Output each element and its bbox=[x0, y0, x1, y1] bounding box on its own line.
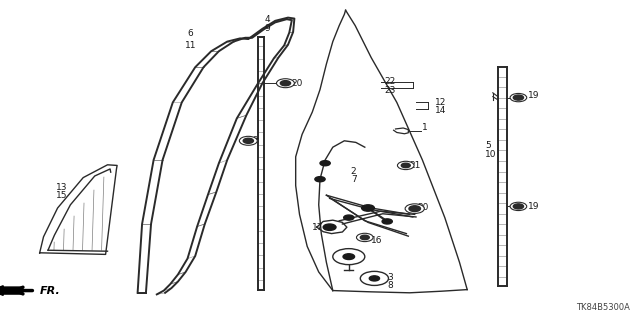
Text: 2: 2 bbox=[351, 167, 356, 176]
Circle shape bbox=[360, 271, 388, 285]
Text: 6: 6 bbox=[188, 29, 193, 38]
Text: 23: 23 bbox=[384, 86, 396, 95]
Circle shape bbox=[401, 163, 410, 168]
Circle shape bbox=[513, 95, 524, 100]
Circle shape bbox=[513, 204, 524, 209]
Circle shape bbox=[405, 204, 424, 213]
Text: 19: 19 bbox=[528, 92, 540, 100]
Text: 19: 19 bbox=[528, 202, 540, 211]
Circle shape bbox=[362, 205, 374, 211]
Text: 1: 1 bbox=[422, 124, 428, 132]
Text: 10: 10 bbox=[485, 150, 497, 159]
Circle shape bbox=[510, 93, 527, 102]
Circle shape bbox=[280, 81, 291, 86]
Circle shape bbox=[323, 224, 336, 230]
Circle shape bbox=[369, 276, 380, 281]
Text: 16: 16 bbox=[371, 236, 383, 245]
Circle shape bbox=[333, 249, 365, 265]
Circle shape bbox=[243, 138, 253, 143]
Text: 9: 9 bbox=[265, 24, 270, 33]
Text: 20: 20 bbox=[417, 204, 429, 212]
Circle shape bbox=[320, 161, 330, 166]
Text: 11: 11 bbox=[185, 41, 196, 50]
Text: 8: 8 bbox=[387, 281, 393, 290]
Circle shape bbox=[276, 79, 294, 88]
Text: 19: 19 bbox=[248, 136, 260, 145]
Text: FR.: FR. bbox=[40, 286, 60, 296]
Text: TK84B5300A: TK84B5300A bbox=[577, 303, 630, 312]
Text: 3: 3 bbox=[387, 273, 393, 282]
Circle shape bbox=[315, 177, 325, 182]
Text: 5: 5 bbox=[485, 141, 491, 150]
Text: 21: 21 bbox=[410, 161, 421, 170]
Text: 12: 12 bbox=[435, 98, 447, 107]
Text: 4: 4 bbox=[265, 15, 270, 24]
Circle shape bbox=[343, 254, 355, 260]
Circle shape bbox=[239, 136, 257, 145]
Text: 13: 13 bbox=[56, 183, 68, 192]
Text: 7: 7 bbox=[351, 175, 356, 184]
FancyArrow shape bbox=[0, 286, 22, 295]
Circle shape bbox=[356, 233, 373, 242]
Circle shape bbox=[360, 235, 369, 240]
Text: 15: 15 bbox=[56, 191, 68, 200]
Circle shape bbox=[510, 202, 527, 211]
Text: 14: 14 bbox=[435, 106, 447, 115]
Text: 22: 22 bbox=[384, 77, 396, 86]
Circle shape bbox=[409, 206, 420, 212]
Text: 20: 20 bbox=[291, 79, 303, 88]
Circle shape bbox=[397, 161, 414, 170]
Circle shape bbox=[344, 215, 354, 220]
Text: 17: 17 bbox=[312, 223, 324, 232]
Text: 18: 18 bbox=[351, 256, 362, 265]
Circle shape bbox=[382, 219, 392, 224]
